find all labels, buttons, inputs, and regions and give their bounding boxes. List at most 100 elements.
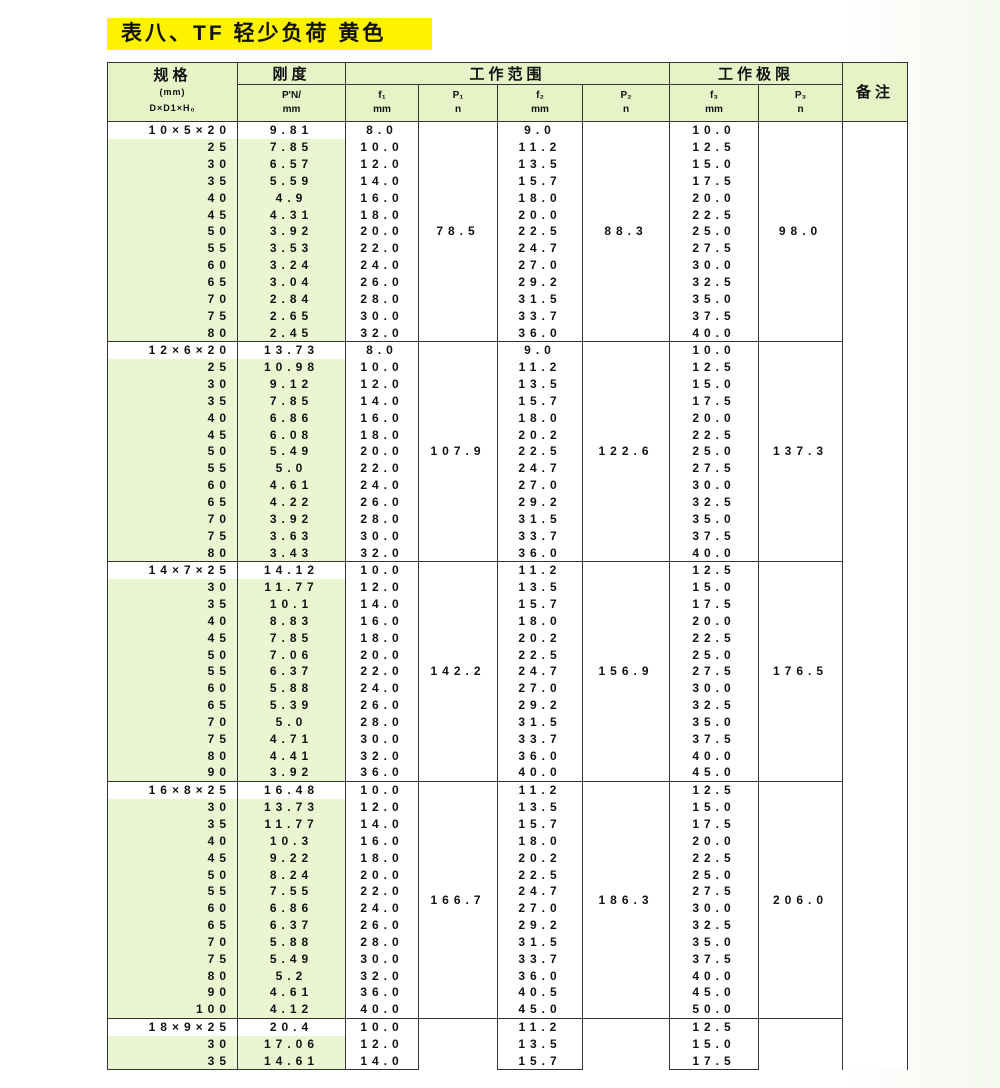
spec-cell: 45 [107, 206, 238, 224]
p1-label: P₁ [452, 90, 464, 101]
spec-cell: 80 [107, 967, 238, 985]
stiffness-cell: 11.77 [237, 815, 346, 833]
f3-cell: 32.5 [669, 696, 760, 714]
table-row: 50 7.06 20.0 22.5 25.0 [107, 646, 908, 663]
f2-cell: 13.5 [497, 578, 583, 596]
stiffness-cell: 5.39 [237, 696, 346, 714]
f3-cell: 37.5 [669, 950, 760, 968]
stiffness-cell: 6.86 [237, 899, 346, 917]
stiffness-cell: 13.73 [237, 340, 346, 359]
f1-cell: 20.0 [345, 443, 419, 460]
f3-cell: 35.0 [669, 510, 760, 528]
spec-cell: 80 [107, 324, 238, 342]
f1-cell: 28.0 [345, 290, 419, 308]
f3-cell: 25.0 [669, 223, 760, 240]
stiffness-unit-bottom: mm [282, 104, 301, 115]
table-row: 35 5.59 14.0 15.7 17.5 [107, 172, 908, 190]
stiffness-cell: 9.22 [237, 849, 346, 867]
f2-cell: 20.2 [497, 426, 583, 444]
stiffness-cell: 3.92 [237, 510, 346, 528]
header-p3: P₃ n [758, 84, 844, 122]
f2-cell: 27.0 [497, 256, 583, 274]
stiffness-cell: 3.92 [237, 764, 346, 782]
f2-cell: 29.2 [497, 273, 583, 291]
f2-cell: 18.0 [497, 189, 583, 207]
f2-cell: 11.2 [497, 560, 583, 579]
f2-cell: 9.0 [497, 340, 583, 359]
table-row: 40 8.83 16.0 18.0 20.0 [107, 612, 908, 630]
f3-cell: 40.0 [669, 747, 760, 765]
header-stiffness: 刚度 [237, 62, 346, 85]
spec-cell: 35 [107, 1052, 238, 1071]
f3-cell: 22.5 [669, 849, 760, 867]
f1-cell: 24.0 [345, 476, 419, 494]
f3-cell: 17.5 [669, 172, 760, 190]
table-row: 45 9.22 18.0 20.2 22.5 [107, 849, 908, 867]
spec-cell: 35 [107, 172, 238, 190]
f2-cell: 11.2 [497, 1017, 583, 1036]
spec-cell: 30 [107, 375, 238, 393]
table-row: 65 3.04 26.0 29.2 32.5 [107, 273, 908, 291]
f1-cell: 22.0 [345, 663, 419, 680]
f2-cell: 36.0 [497, 544, 583, 562]
f3-cell: 40.0 [669, 324, 760, 342]
table-row: 70 3.92 28.0 31.5 35.0 [107, 510, 908, 528]
f1-cell: 14.0 [345, 392, 419, 410]
p1-unit: n [454, 104, 462, 115]
table-row: 25 7.85 10.0 11.2 12.5 [107, 138, 908, 156]
f2-cell: 36.0 [497, 324, 583, 342]
spec-cell: 50 [107, 646, 238, 663]
f1-cell: 20.0 [345, 223, 419, 240]
p3-cell: 206.0 [758, 780, 844, 1019]
p2-cell: 156.9 [581, 560, 671, 782]
f1-cell: 14.0 [345, 172, 419, 190]
stiffness-cell: 7.55 [237, 882, 346, 900]
table-row: 30 11.77 12.0 13.5 15.0 [107, 578, 908, 596]
f2-cell: 15.7 [497, 1052, 583, 1071]
spec-cell: 10×5×20 [107, 120, 238, 139]
f3-cell: 25.0 [669, 866, 760, 883]
spec-cell: 60 [107, 256, 238, 274]
spec-cell: 90 [107, 984, 238, 1001]
stiffness-cell: 4.61 [237, 476, 346, 494]
stiffness-cell: 9.81 [237, 120, 346, 139]
f3-cell: 35.0 [669, 933, 760, 951]
table-row: 80 4.41 32.0 36.0 40.0 [107, 747, 908, 765]
f2-cell: 45.0 [497, 1000, 583, 1019]
f2-cell: 31.5 [497, 933, 583, 951]
f1-cell: 22.0 [345, 882, 419, 900]
f2-cell: 29.2 [497, 493, 583, 511]
table-row: 55 5.0 22.0 24.7 27.5 [107, 459, 908, 477]
f1-cell: 32.0 [345, 967, 419, 985]
f3-cell: 10.0 [669, 120, 760, 139]
f3-cell: 25.0 [669, 646, 760, 663]
spec-cell: 40 [107, 832, 238, 850]
table-row: 75 3.63 30.0 33.7 37.5 [107, 527, 908, 545]
f2-cell: 33.7 [497, 730, 583, 748]
table-row: 45 7.85 18.0 20.2 22.5 [107, 629, 908, 647]
f3-cell: 40.0 [669, 967, 760, 985]
f1-cell: 32.0 [345, 324, 419, 342]
table-row: 12×6×20 13.73 8.0 107.9 9.0 122.6 10.0 137.3 [107, 340, 908, 562]
stiffness-cell: 4.71 [237, 730, 346, 748]
f2-cell: 27.0 [497, 476, 583, 494]
f2-unit: mm [531, 104, 549, 115]
f3-cell: 22.5 [669, 629, 760, 647]
spec-cell: 40 [107, 409, 238, 427]
f2-cell: 40.5 [497, 984, 583, 1001]
p2-cell: 88.3 [581, 121, 671, 342]
f3-cell: 17.5 [669, 595, 760, 613]
spec-cell: 70 [107, 510, 238, 528]
f2-cell: 9.0 [497, 120, 583, 139]
p3-cell: 176.5 [758, 560, 844, 782]
table-row: 16×8×25 16.48 10.0 166.7 11.2 186.3 12.5 206.0 [107, 780, 908, 1019]
spec-cell: 30 [107, 798, 238, 816]
stiffness-cell: 14.12 [237, 560, 346, 579]
f3-cell: 45.0 [669, 764, 760, 782]
p3-cell: 137.3 [758, 340, 844, 562]
f3-cell: 17.5 [669, 1052, 760, 1071]
f2-cell: 27.0 [497, 679, 583, 697]
stiffness-cell: 4.31 [237, 206, 346, 224]
spec-cell: 60 [107, 899, 238, 917]
stiffness-cell: 6.37 [237, 663, 346, 680]
